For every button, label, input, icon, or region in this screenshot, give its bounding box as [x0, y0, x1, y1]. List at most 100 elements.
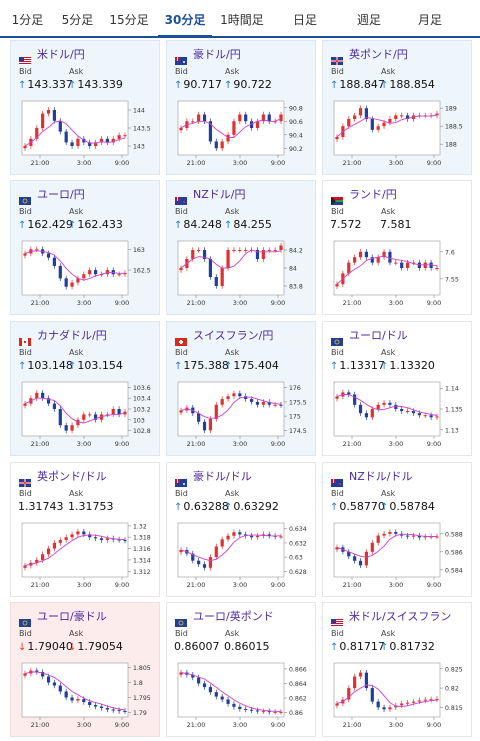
- pair-name[interactable]: 米ドル/スイスフラン: [349, 610, 452, 623]
- pair-name[interactable]: カナダドル/円: [37, 329, 107, 342]
- candle: [273, 711, 277, 713]
- candle: [64, 425, 68, 431]
- pair-name[interactable]: 豪ドル/円: [193, 48, 241, 61]
- rate-card[interactable]: 英ポンド/円 Bid Ask ↑188.847 ↑188.854 189 188.5 188 2…: [322, 40, 472, 175]
- bid-value-text: 188.847: [339, 78, 385, 91]
- pair-name[interactable]: スイスフラン/円: [193, 329, 274, 342]
- candle: [88, 702, 92, 705]
- arrow-up-icon: ↑: [174, 502, 183, 513]
- bid-value: ↑162.429: [18, 218, 73, 231]
- plot-area: [21, 240, 129, 296]
- candle: [417, 700, 421, 702]
- candle: [220, 696, 224, 700]
- rate-card[interactable]: ランド/円 Bid Ask 7.572 7.581 7.6 7.55 21:00 3:00 9:0…: [322, 180, 472, 315]
- y-tick-label: 1.79: [133, 710, 147, 717]
- flag-icon: [175, 50, 187, 65]
- candle: [105, 708, 109, 710]
- x-tick-label: 3:00: [389, 581, 404, 589]
- rate-card[interactable]: ユーロ/ドル Bid Ask ↑1.13317 ↑1.13320 1.14 1.135 1.1…: [322, 321, 472, 456]
- ask-label: Ask: [381, 207, 396, 216]
- pair-name[interactable]: 英ポンド/ドル: [37, 470, 107, 483]
- pair-name[interactable]: NZドル/円: [193, 188, 246, 201]
- candle: [232, 393, 236, 397]
- x-tick-label: 3:00: [233, 440, 248, 448]
- pair-name[interactable]: 米ドル/円: [37, 48, 85, 61]
- rate-card[interactable]: NZドル/ドル Bid Ask ↑0.58770 ↑0.58784 0.588 0.586 0…: [322, 462, 472, 597]
- rate-card[interactable]: ユーロ/英ポンド Bid Ask 0.86007 0.86015 0.866 0.864 0.…: [166, 602, 316, 737]
- x-tick-label: 21:00: [343, 721, 362, 729]
- flag-icon: [19, 190, 31, 205]
- candle: [394, 115, 398, 119]
- candle: [370, 688, 374, 702]
- candle: [23, 253, 27, 256]
- flag-icon: [19, 472, 31, 487]
- candle: [226, 250, 230, 268]
- tab-5[interactable]: 1時間足: [220, 13, 264, 27]
- candle: [23, 565, 27, 568]
- candle: [99, 414, 104, 420]
- moving-average-line: [180, 396, 282, 419]
- tab-4[interactable]: 30分足: [158, 0, 212, 38]
- candle: [400, 703, 404, 706]
- rate-card[interactable]: 英ポンド/ドル Bid Ask 1.31743 1.31753 1.32 1.318 1.31…: [10, 462, 160, 597]
- candle: [105, 538, 109, 541]
- candle: [388, 251, 392, 263]
- tab-7[interactable]: 週足: [356, 13, 381, 27]
- candle: [208, 418, 213, 431]
- moving-average-line: [180, 672, 282, 713]
- rate-card[interactable]: スイスフラン/円 Bid Ask ↑175.388 ↑175.404 176 175.5 17…: [166, 321, 316, 456]
- rate-card[interactable]: ユーロ/円 Bid Ask ↑162.429 ↑162.433 163 162.5 21:00…: [10, 180, 160, 315]
- candle: [64, 691, 68, 698]
- arrow-up-icon: ↑: [380, 502, 389, 513]
- pair-name[interactable]: ユーロ/豪ドル: [37, 610, 107, 623]
- rate-card[interactable]: 豪ドル/ドル Bid Ask ↑0.63288 ↑0.63292 0.634 0.632 0.…: [166, 462, 316, 597]
- x-tick-label: 21:00: [31, 721, 50, 729]
- y-tick-label: 0.82: [445, 686, 459, 693]
- rate-card[interactable]: カナダドル/円 Bid Ask ↑103.148 ↑103.154 103.6 103.4 1…: [10, 321, 160, 456]
- flag-icon: [331, 190, 343, 205]
- candle: [99, 706, 104, 708]
- candle: [394, 532, 398, 534]
- pair-name[interactable]: NZドル/ドル: [349, 470, 413, 483]
- tab-2[interactable]: 5分足: [61, 13, 94, 27]
- rate-card[interactable]: 豪ドル/円 Bid Ask ↑90.717 ↑90.722 90.8 90.6 90.4 90.…: [166, 40, 316, 175]
- candle: [411, 411, 416, 414]
- y-tick-label: 143: [133, 144, 145, 151]
- pair-name[interactable]: ランド/円: [349, 188, 397, 201]
- rate-card[interactable]: NZドル/円 Bid Ask ↑84.248 ↑84.255 84.2 84 83.8 21:0…: [166, 180, 316, 315]
- pair-title: 英ポンド/ドル: [19, 468, 107, 487]
- x-tick-label: 9:00: [427, 581, 442, 589]
- candle: [335, 284, 339, 287]
- candle: [76, 278, 80, 283]
- y-tick-label: 1.13: [445, 427, 459, 434]
- pair-title: ランド/円: [331, 186, 397, 205]
- tab-6[interactable]: 日足: [292, 13, 317, 27]
- candle: [400, 533, 404, 536]
- candle: [35, 559, 39, 563]
- y-tick-label: 0.862: [289, 696, 307, 703]
- price-chart: 84.2 84 83.8 21:00 3:00 9:00: [177, 240, 303, 307]
- candle: [411, 701, 416, 703]
- tab-8[interactable]: 月足: [417, 13, 442, 27]
- pair-name[interactable]: ユーロ/英ポンド: [193, 610, 274, 623]
- tab-3[interactable]: 15分足: [109, 13, 149, 27]
- pair-title: ユーロ/英ポンド: [175, 608, 274, 627]
- pair-name[interactable]: ユーロ/円: [37, 188, 85, 201]
- rate-card[interactable]: 米ドル/円 Bid Ask ↑143.337 ↑143.339 144 143.5 143 21…: [10, 40, 160, 175]
- candle: [52, 403, 57, 409]
- pair-name[interactable]: 豪ドル/ドル: [193, 470, 252, 483]
- ask-value: ↑90.722: [224, 78, 272, 91]
- pair-name[interactable]: ユーロ/ドル: [349, 329, 408, 342]
- plot-area: [333, 100, 441, 156]
- tab-1[interactable]: 1分足: [11, 13, 44, 27]
- plot-area: [21, 662, 129, 718]
- rate-card[interactable]: ユーロ/豪ドル Bid Ask ↓1.79040 ↓1.79054 1.805 1.8 1.7…: [10, 602, 160, 737]
- ask-value: ↑0.81732: [380, 640, 435, 653]
- candle: [347, 119, 351, 127]
- pair-name[interactable]: 英ポンド/円: [349, 48, 408, 61]
- bid-value-text: 0.81717: [339, 640, 385, 653]
- candle: [202, 114, 207, 122]
- rate-card[interactable]: 米ドル/スイスフラン Bid Ask ↑0.81717 ↑0.81732 0.825 0.8…: [322, 602, 472, 737]
- candle: [382, 707, 386, 710]
- candle: [353, 115, 357, 119]
